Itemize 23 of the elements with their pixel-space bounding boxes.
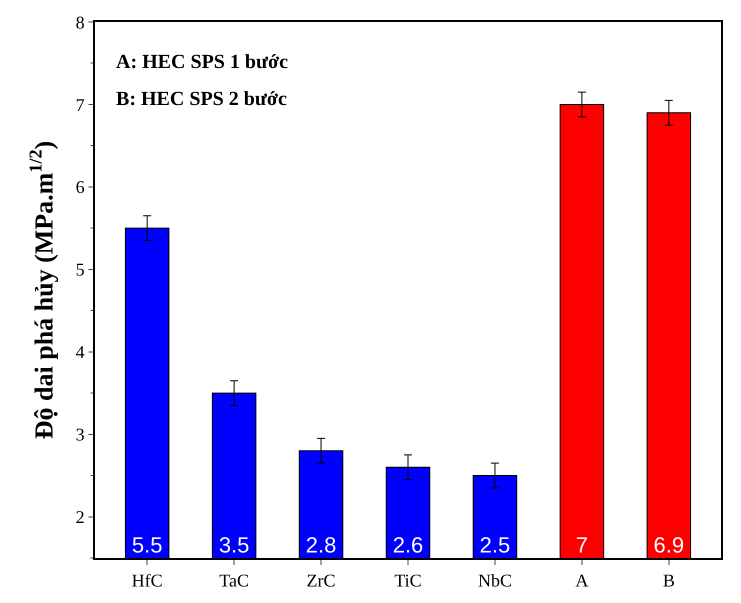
annotation: A: HEC SPS 1 bước [116,51,288,73]
data-label: 5.5 [132,532,162,558]
annotation: B: HEC SPS 2 bước [116,88,287,110]
x-tick-label: TiC [394,570,422,590]
x-tick-label: HfC [132,570,163,590]
data-label: 6.9 [654,532,684,558]
x-tick-label: A [575,570,588,590]
data-label: 3.5 [218,532,250,558]
x-tick-label: TaC [219,570,249,590]
data-label: 7 [576,532,588,558]
y-tick-label: 7 [76,94,85,115]
y-tick-label: 2 [76,507,85,528]
x-tick-label: ZrC [306,570,336,590]
y-tick-label: 4 [76,342,85,362]
data-label: 2.5 [480,532,510,558]
y-tick-label: 8 [76,12,85,32]
x-tick-label: NbC [478,570,512,590]
y-tick-label: 5 [76,260,85,280]
data-label: 2.6 [392,532,424,558]
data-label: 2.8 [306,532,336,558]
y-tick-label: 3 [76,424,85,445]
y-tick-label: 6 [76,177,85,198]
x-tick-label: B [662,570,675,590]
